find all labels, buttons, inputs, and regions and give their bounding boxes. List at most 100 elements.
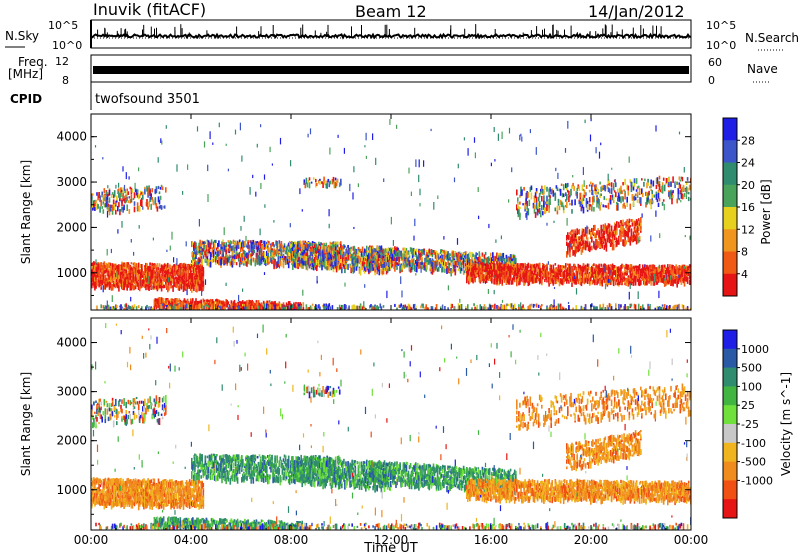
scatter-cell (197, 251, 199, 254)
scatter-cell (282, 262, 285, 269)
scatter-cell (560, 279, 563, 285)
scatter-cell (288, 305, 291, 310)
scatter-cell (507, 257, 510, 263)
scatter-cell (191, 260, 193, 263)
scatter-cell (394, 266, 396, 272)
scatter-cell (162, 276, 165, 282)
scatter-cell (254, 260, 257, 267)
scatter-cell (195, 305, 197, 310)
scatter-cell (385, 255, 388, 263)
scatter-cell (280, 248, 283, 251)
scatter-cell (355, 265, 358, 271)
scatter-cell (261, 306, 264, 310)
scatter-cell (238, 242, 241, 247)
scatter-cell (267, 247, 269, 253)
scatter-cell (116, 268, 118, 272)
scatter-cell (183, 283, 186, 290)
scatter-cell (392, 248, 394, 252)
scatter-cell (532, 264, 535, 268)
scatter-cell (482, 274, 485, 281)
scatter-cell (448, 264, 450, 268)
scatter-cell (120, 265, 122, 272)
scatter-cell (326, 261, 328, 266)
scatter-cell (476, 253, 478, 256)
scatter-cell (400, 256, 402, 259)
scatter-cell (429, 258, 432, 264)
scatter-cell (559, 265, 562, 271)
scatter-cell (207, 240, 210, 248)
scatter-cell (392, 253, 394, 261)
scatter-cell (99, 264, 101, 270)
scatter-cell (525, 265, 527, 273)
scatter-cell (397, 247, 399, 251)
scatter-cell (200, 282, 202, 285)
scatter-cell (499, 262, 501, 269)
scatter-cell (418, 248, 420, 251)
scatter-cell (318, 254, 320, 262)
scatter-cell (149, 266, 151, 273)
scatter-cell (268, 308, 270, 310)
scatter-cell (221, 304, 223, 310)
scatter-cell (249, 300, 251, 305)
scatter-cell (225, 303, 227, 308)
scatter-cell (222, 257, 224, 261)
scatter-cell (474, 263, 476, 270)
scatter-cell (378, 254, 381, 258)
scatter-cell (317, 253, 319, 256)
scatter-cell (225, 247, 227, 250)
scatter-cell (120, 280, 122, 284)
scatter-cell (223, 306, 225, 310)
scatter-cell (109, 265, 112, 271)
scatter-cell (408, 251, 411, 256)
scatter-cell (568, 272, 570, 278)
scatter-cell (310, 251, 313, 255)
scatter-cell (135, 279, 138, 284)
scatter-cell (454, 269, 457, 276)
scatter-cell (117, 275, 119, 280)
scatter-cell (100, 276, 102, 282)
scatter-cell (215, 299, 217, 302)
scatter-cell (118, 266, 120, 274)
scatter-cell (102, 267, 105, 272)
nsearch-top-tick: 10^5 (706, 19, 736, 32)
scatter-cell (429, 253, 432, 257)
scatter-cell (490, 252, 492, 257)
scatter-cell (569, 275, 571, 283)
scatter-cell (258, 256, 261, 262)
scatter-cell (478, 251, 481, 256)
scatter-cell (395, 257, 397, 262)
scatter-cell (390, 263, 392, 269)
scatter-cell (321, 265, 323, 271)
scatter-cell (433, 267, 436, 270)
scatter-cell (451, 251, 453, 258)
scatter-cell (290, 253, 292, 260)
scatter-cell (505, 268, 508, 272)
scatter-cell (108, 281, 111, 287)
scatter-cell (115, 284, 117, 289)
scatter-cell (173, 278, 175, 283)
scatter-cell (406, 263, 409, 266)
scatter-cell (416, 254, 418, 260)
scatter-cell (161, 298, 164, 305)
scatter-cell (461, 254, 464, 258)
scatter-cell (305, 242, 308, 249)
scatter-cell (492, 268, 494, 272)
scatter-cell (333, 250, 336, 254)
scatter-cell (527, 279, 530, 287)
scatter-cell (519, 274, 521, 278)
scatter-cell (179, 269, 182, 277)
scatter-cell (287, 242, 290, 247)
scatter-cell (311, 263, 314, 267)
scatter-cell (236, 242, 239, 248)
scatter-cell (199, 246, 201, 250)
scatter-cell (118, 264, 120, 268)
scatter-cell (338, 247, 341, 252)
scatter-cell (287, 249, 290, 252)
scatter-cell (268, 256, 270, 262)
scatter-cell (140, 269, 142, 274)
scatter-cell (256, 260, 259, 265)
scatter-cell (280, 243, 283, 249)
scatter-cell (250, 259, 252, 264)
scatter-cell (198, 246, 200, 251)
scatter-cell (259, 303, 262, 307)
